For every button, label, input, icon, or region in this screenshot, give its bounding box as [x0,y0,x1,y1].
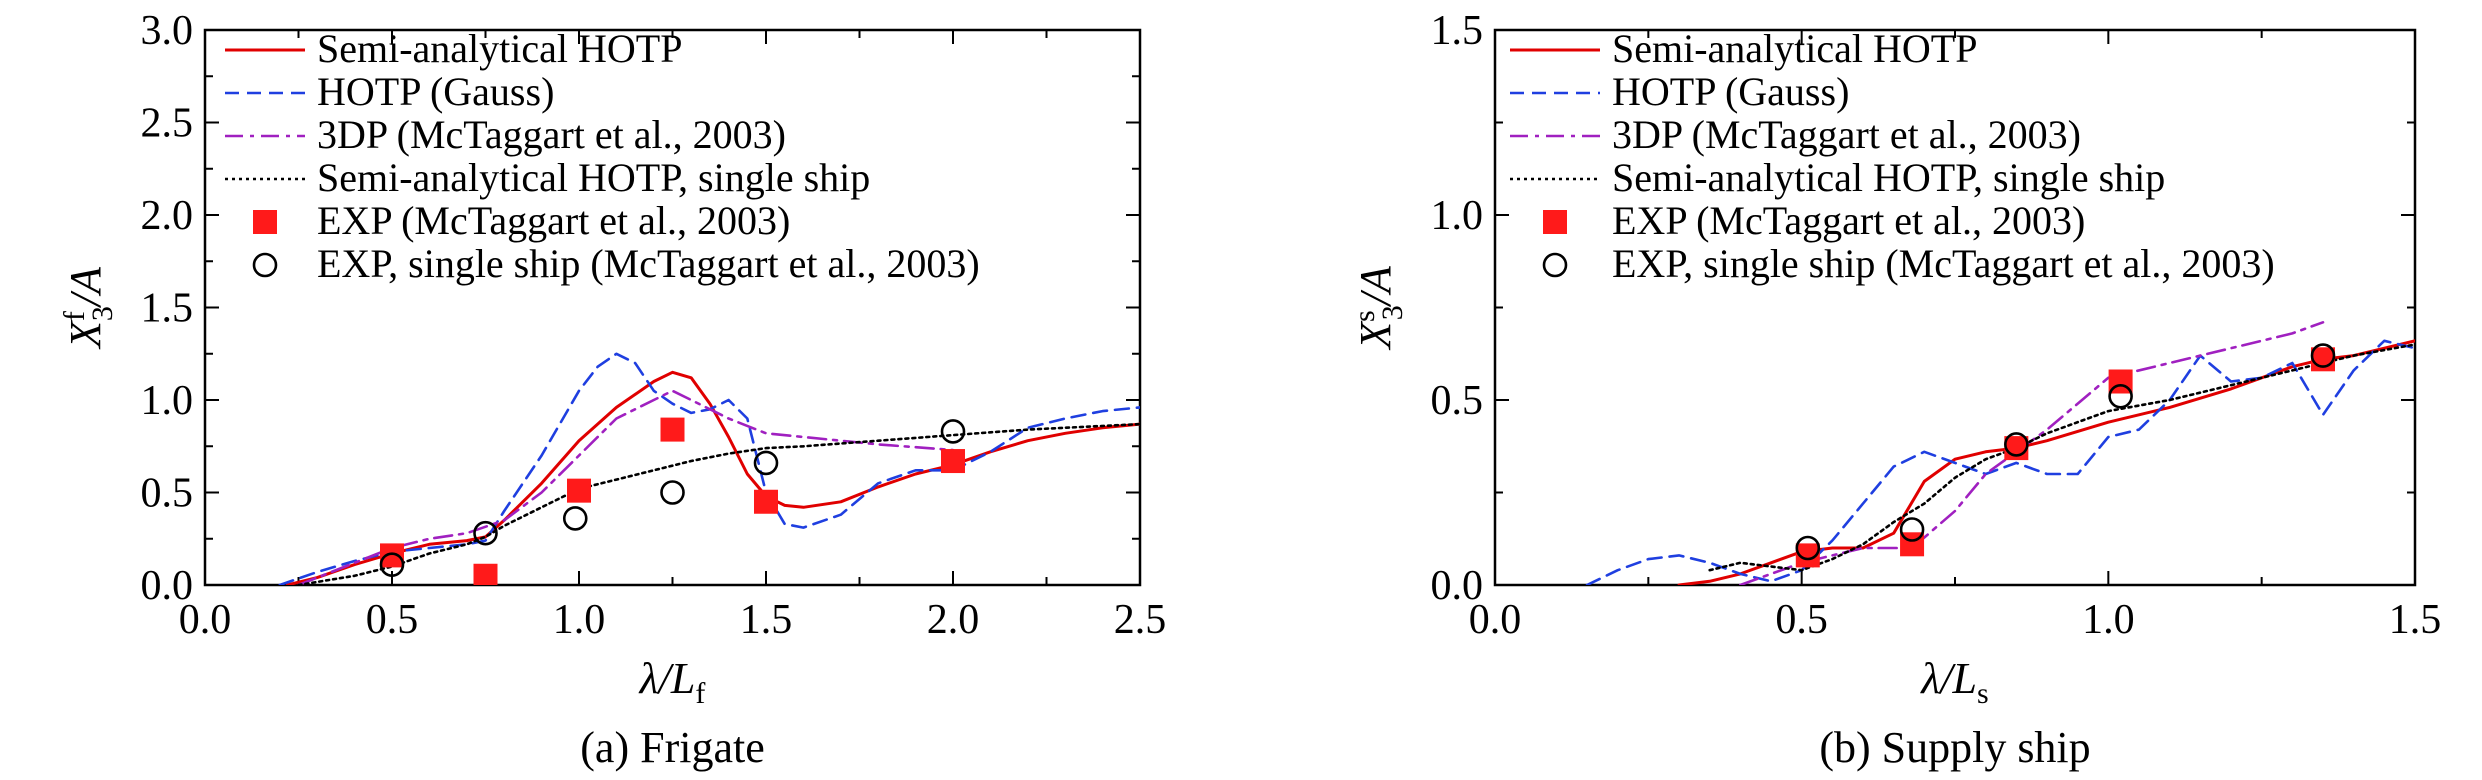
legend-label: EXP, single ship (McTaggart et al., 2003… [317,241,980,286]
point-square [754,489,778,514]
series-0 [285,370,1140,585]
legend-label: EXP, single ship (McTaggart et al., 2003… [1612,241,2275,286]
y-tick-label: 1.0 [1431,193,1484,239]
y-axis-label: Xf3/A [58,266,119,350]
legend-label: Semi-analytical HOTP [1612,26,1977,71]
series-line [285,370,1140,585]
y-label-sub: 3 [86,306,119,321]
point-circle [2108,383,2133,409]
y-tick-label: 0.0 [141,563,194,609]
y-label-sup: s [1348,310,1381,322]
x-axis-label-sub: s [1977,677,1989,710]
x-tick-label: 0.0 [1469,597,1522,643]
series-line [1708,343,2415,572]
legend-label: EXP (McTaggart et al., 2003) [1612,198,2085,243]
y-label-rest: /A [61,266,110,309]
legend-swatch-square [253,210,277,234]
series-2 [1739,321,2325,585]
series-3 [1708,343,2415,572]
x-tick-label: 2.0 [927,597,980,643]
y-tick-label: 1.0 [141,378,194,424]
point-circle [562,506,588,531]
y-label-rest: /A [1351,265,1400,308]
y-tick-label: 2.5 [141,101,194,147]
legend-label: Semi-analytical HOTP [317,26,682,71]
legend-swatch-square [1543,210,1567,234]
point-circle [2004,432,2029,457]
x-tick-label: 1.0 [553,597,606,643]
series-5 [1795,343,2336,561]
point-circle [660,480,685,505]
x-axis-label-sub: f [695,677,705,710]
point-circle [1795,535,1821,561]
point-circle [753,450,779,476]
y-tick-label: 2.0 [141,193,194,239]
x-axis-label-main: λ/L [638,654,696,703]
y-tick-label: 1.5 [1431,8,1484,54]
legend-label: Semi-analytical HOTP, single ship [317,155,870,200]
legend-swatch-circle [252,252,278,278]
point-square [473,563,498,585]
caption-frigate: (a) Frigate [580,723,765,772]
x-tick-label: 1.5 [740,597,793,643]
series-0 [1677,339,2415,585]
point-circle [379,552,405,577]
point-square [660,417,685,442]
point-circle [940,419,966,444]
x-tick-label: 0.5 [1775,597,1828,643]
point-square [567,478,591,503]
x-tick-label: 1.5 [2389,597,2442,643]
series-4 [1795,347,2335,568]
series-line [1585,339,2415,585]
legend-label: 3DP (McTaggart et al., 2003) [317,112,786,157]
series-line [278,352,1140,585]
chart-canvas: 0.0 0.5 1.0 1.5 2.0 2.5 0.0 0.5 1.0 1.5 2.0 2.5 3.0 λ… [58,8,2441,710]
y-tick-label: 0.5 [141,471,194,517]
x-tick-label: 2.5 [1114,597,1167,643]
panel-a: 0.0 0.5 1.0 1.5 2.0 2.5 0.0 0.5 1.0 1.5 2.0 2.5 3.0 λ… [58,8,1166,710]
y-tick-label: 0.0 [1431,563,1484,609]
panel-b: 0.0 0.5 1.0 1.50.00.51.01.5λ/LsXs3/ASemi-an… [1348,8,2441,710]
series-line [1739,321,2325,585]
series-2 [297,389,955,585]
point-circle [473,520,498,546]
point-circle [2310,343,2336,368]
x-tick-label: 0.0 [179,597,232,643]
point-square [941,449,965,474]
x-axis-label-main: λ/L [1919,654,1977,703]
legend-label: 3DP (McTaggart et al., 2003) [1612,112,2081,157]
series-1 [278,352,1140,585]
series-1 [1585,339,2415,585]
legend-label: HOTP (Gauss) [1612,69,1849,114]
y-tick-label: 1.5 [141,286,194,332]
legend-swatch-circle [1542,252,1568,278]
series-line [297,389,955,585]
legend-label: EXP (McTaggart et al., 2003) [317,198,790,243]
y-label-X: X [61,319,110,350]
y-label-X: X [1351,320,1400,351]
point-circle [1899,517,1925,542]
legend-label: HOTP (Gauss) [317,69,554,114]
x-axis-label: λ/Ls [1919,654,1988,710]
x-axis-label: λ/Lf [638,654,706,710]
y-tick-label: 0.5 [1431,378,1484,424]
y-label-sub: 3 [1376,305,1409,320]
legend-label: Semi-analytical HOTP, single ship [1612,155,2165,200]
series-5 [379,419,966,577]
y-label-sup: f [58,311,91,321]
x-tick-label: 0.5 [366,597,419,643]
point-square [380,543,404,568]
x-tick-label: 1.0 [2082,597,2135,643]
series-line [297,422,1140,585]
series-3 [297,422,1140,585]
caption-supply-ship: (b) Supply ship [1819,723,2091,772]
y-axis-label: Xs3/A [1348,265,1409,351]
series-line [1677,339,2415,585]
y-tick-label: 3.0 [141,8,194,54]
